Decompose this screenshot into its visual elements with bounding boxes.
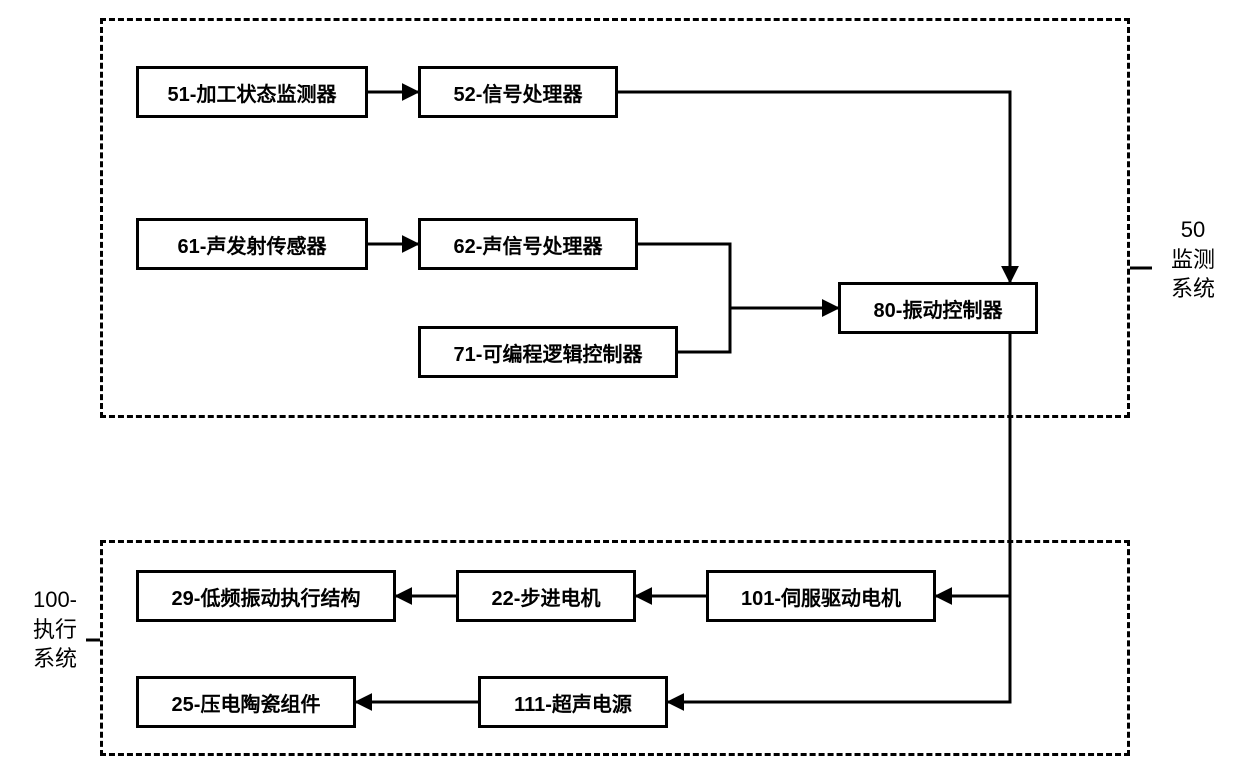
group-label-g50: 50监测系统 [1158,215,1228,304]
node-n62: 62-声信号处理器 [418,218,638,270]
node-n101: 101-伺服驱动电机 [706,570,936,622]
node-n51: 51-加工状态监测器 [136,66,368,118]
node-n52: 52-信号处理器 [418,66,618,118]
group-label-g100: 100-执行系统 [20,585,90,674]
node-n80: 80-振动控制器 [838,282,1038,334]
node-n111: 111-超声电源 [478,676,668,728]
diagram-canvas: 50监测系统 100-执行系统 51-加工状态监测器 52-信号处理器 61-声发射传感… [0,0,1260,771]
node-n71: 71-可编程逻辑控制器 [418,326,678,378]
node-n22: 22-步进电机 [456,570,636,622]
node-n25: 25-压电陶瓷组件 [136,676,356,728]
node-n61: 61-声发射传感器 [136,218,368,270]
node-n29: 29-低频振动执行结构 [136,570,396,622]
